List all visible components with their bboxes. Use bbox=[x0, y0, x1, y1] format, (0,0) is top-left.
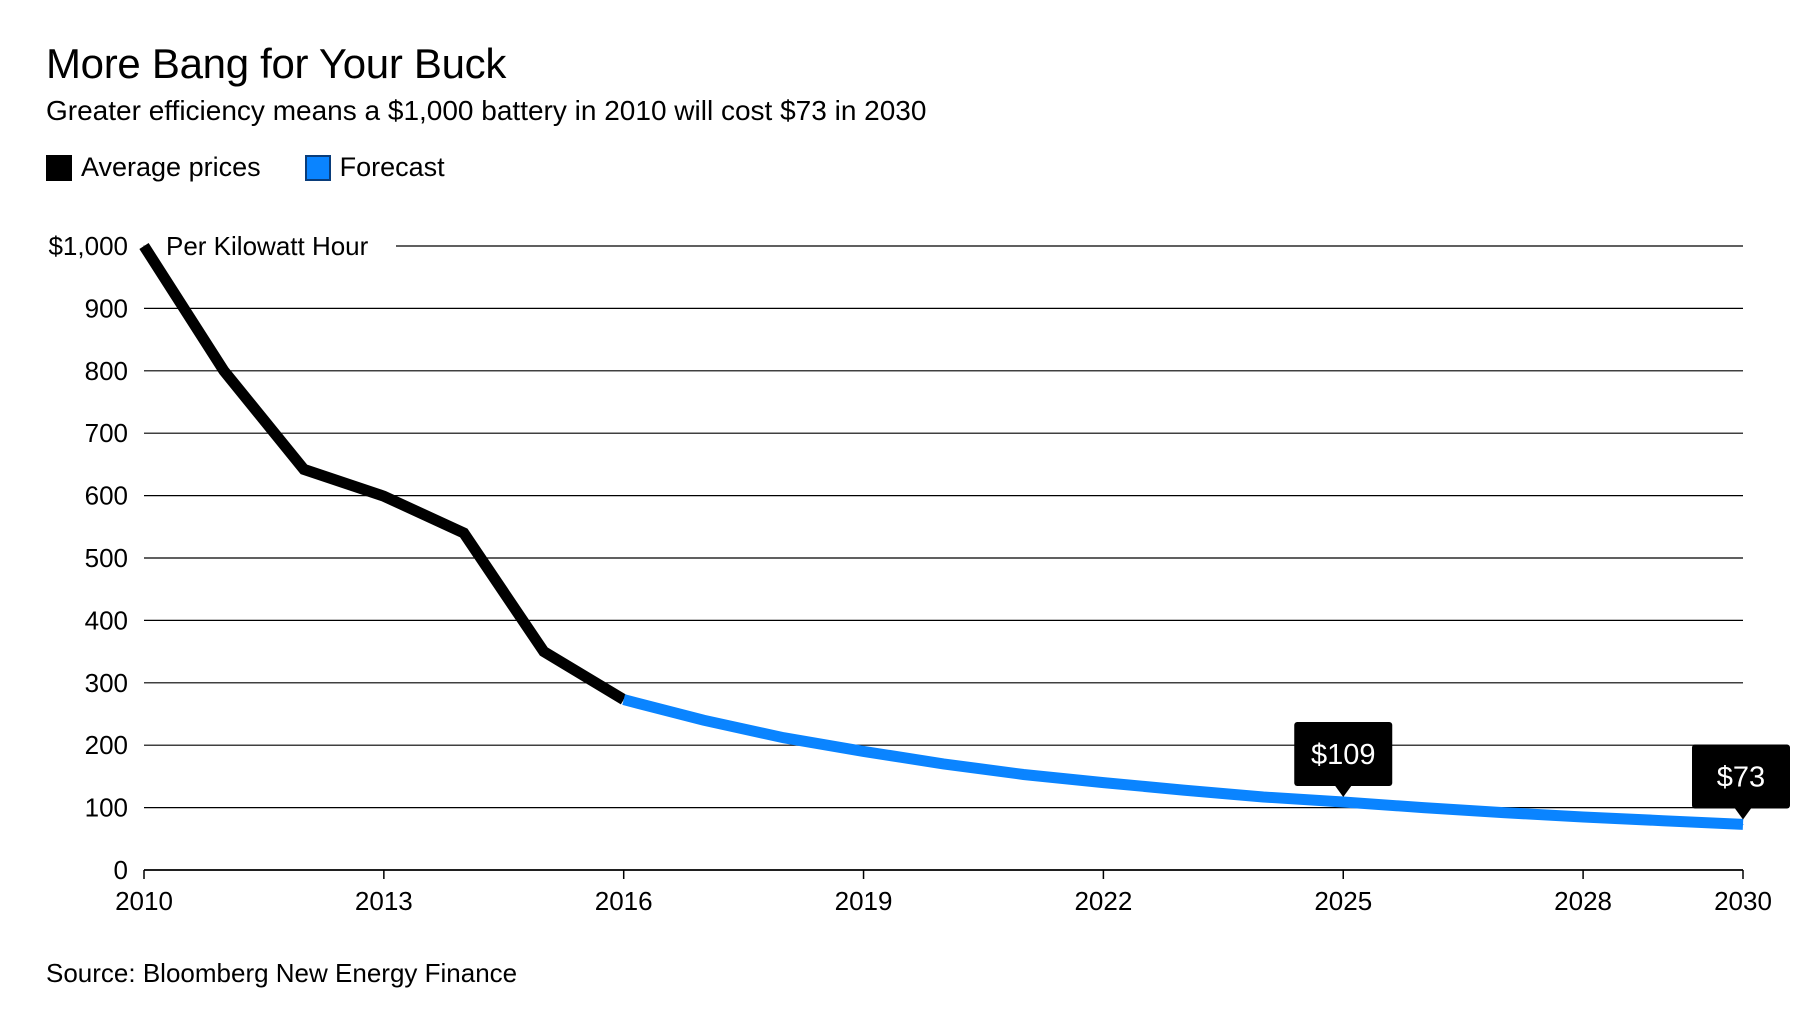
y-axis: 0 100 200 300 400 500 600 700 800 900 $1,000 Per Ki… bbox=[48, 231, 368, 885]
y-tick-label-100: 100 bbox=[85, 793, 128, 823]
y-tick-label-300: 300 bbox=[85, 668, 128, 698]
data-point-average-prices-2010 bbox=[143, 245, 145, 247]
x-tick-label-2022: 2022 bbox=[1074, 886, 1132, 916]
chart-subtitle: Greater efficiency means a $1,000 batter… bbox=[46, 95, 927, 126]
x-axis: 2010 2013 2016 2019 2022 2025 2028 2030 bbox=[115, 870, 1772, 916]
x-tick-label-2019: 2019 bbox=[835, 886, 893, 916]
data-point-forecast-2017 bbox=[703, 719, 705, 721]
legend-swatch-forecast bbox=[304, 154, 331, 181]
data-point-average-prices-2014 bbox=[463, 532, 465, 534]
y-tick-label-900: 900 bbox=[85, 293, 128, 323]
annotation-pointer-2025 bbox=[1335, 785, 1352, 797]
data-point-forecast-2030 bbox=[1742, 823, 1744, 825]
y-tick-label-200: 200 bbox=[85, 730, 128, 760]
data-point-forecast-2025 bbox=[1342, 801, 1344, 803]
annotation-2025: $109 bbox=[1294, 721, 1393, 797]
data-point-forecast-2023 bbox=[1182, 789, 1184, 791]
data-point-average-prices-2015 bbox=[543, 651, 545, 653]
grid-lines bbox=[144, 245, 1743, 871]
chart-title: More Bang for Your Buck bbox=[46, 40, 507, 87]
data-point-forecast-2020 bbox=[943, 763, 944, 765]
data-point-forecast-2024 bbox=[1262, 796, 1264, 798]
data-point-forecast-2029 bbox=[1662, 820, 1664, 822]
x-tick-label-2028: 2028 bbox=[1554, 886, 1612, 916]
data-point-average-prices-2013 bbox=[383, 495, 385, 497]
y-tick-label-700: 700 bbox=[85, 418, 128, 448]
y-tick-label-1000: $1,000 bbox=[48, 231, 128, 261]
legend-label-average-prices: Average prices bbox=[81, 152, 261, 182]
annotation-2030: $73 bbox=[1692, 744, 1790, 820]
series-line-forecast bbox=[622, 694, 1744, 830]
annotation-pointer-2030 bbox=[1735, 808, 1751, 820]
x-tick-label-2030: 2030 bbox=[1714, 886, 1772, 916]
data-point-forecast-2022 bbox=[1102, 782, 1104, 784]
data-point-forecast-2016 bbox=[623, 699, 625, 701]
data-point-forecast-2018 bbox=[783, 737, 785, 739]
x-tick-label-2016: 2016 bbox=[595, 886, 653, 916]
x-tick-label-2010: 2010 bbox=[115, 886, 173, 916]
data-point-forecast-2028 bbox=[1582, 816, 1584, 818]
source-note: Source: Bloomberg New Energy Finance bbox=[46, 958, 518, 988]
x-tick-label-2025: 2025 bbox=[1314, 886, 1372, 916]
x-tick-label-2013: 2013 bbox=[355, 886, 413, 916]
legend-item-average-prices: Average prices bbox=[46, 152, 261, 183]
data-point-forecast-2021 bbox=[1022, 774, 1024, 776]
series-forecast bbox=[622, 694, 1744, 830]
legend: Average prices Forecast bbox=[46, 152, 445, 183]
data-point-average-prices-2012 bbox=[303, 468, 305, 470]
legend-swatch-average-prices bbox=[46, 154, 72, 181]
y-tick-label-500: 500 bbox=[85, 543, 128, 573]
annotation-label-2025: $109 bbox=[1311, 739, 1376, 771]
y-tick-label-400: 400 bbox=[85, 605, 128, 635]
annotation-box-2030 bbox=[1692, 744, 1790, 809]
data-point-forecast-2026 bbox=[1422, 807, 1424, 809]
series-average-prices bbox=[139, 243, 627, 705]
data-point-forecast-2027 bbox=[1502, 812, 1504, 814]
y-tick-label-800: 800 bbox=[85, 356, 128, 386]
data-point-average-prices-2011 bbox=[223, 370, 225, 372]
y-tick-label-600: 600 bbox=[85, 481, 128, 511]
legend-item-forecast: Forecast bbox=[304, 152, 445, 183]
y-tick-label-0: 0 bbox=[114, 855, 128, 885]
legend-label-forecast: Forecast bbox=[339, 152, 445, 182]
unit-label: Per Kilowatt Hour bbox=[166, 231, 369, 261]
series-line-average-prices bbox=[139, 243, 627, 705]
annotation-label-2030: $73 bbox=[1717, 761, 1765, 793]
data-point-forecast-2019 bbox=[863, 750, 865, 752]
annotation-box-2025 bbox=[1294, 721, 1393, 786]
